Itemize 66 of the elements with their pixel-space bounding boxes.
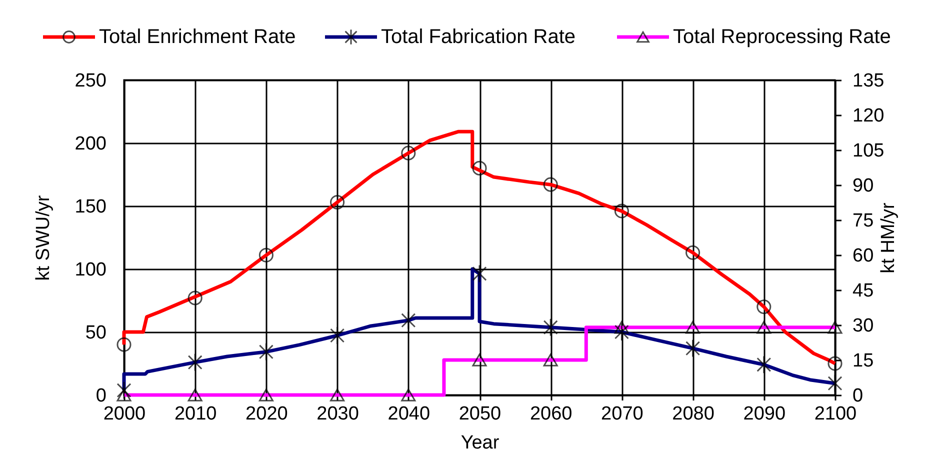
y2-tick-label: 135 — [852, 70, 884, 92]
point — [686, 339, 700, 358]
point — [686, 245, 700, 260]
legend-label: Total Fabrication Rate — [381, 26, 576, 48]
point — [258, 388, 274, 402]
y2-tick-label: 120 — [852, 106, 884, 126]
x-tick-label: 2050 — [458, 404, 502, 424]
point — [116, 388, 132, 402]
point — [188, 388, 202, 402]
y2-tick-label: 45 — [852, 280, 874, 302]
point — [116, 337, 132, 352]
line-series — [122, 130, 837, 366]
x-tick-label: 2070 — [601, 404, 644, 424]
point — [472, 354, 487, 366]
point — [828, 356, 842, 371]
y2-tick-label: 90 — [852, 176, 874, 196]
point — [543, 318, 558, 337]
point — [330, 388, 345, 402]
y-tick-label: 50 — [85, 322, 106, 344]
point — [258, 248, 274, 262]
point — [686, 320, 700, 334]
point — [330, 194, 345, 210]
x-tick-label: 2030 — [316, 404, 359, 424]
point — [614, 204, 629, 218]
y2-axis-title: kt HM/yr — [878, 202, 900, 274]
y2-tick-label: 0 — [852, 386, 864, 406]
point — [401, 388, 416, 402]
x-tick-label: 2090 — [743, 404, 786, 424]
point — [543, 177, 558, 192]
x-tick-label: 2100 — [814, 404, 857, 424]
y2-tick-label: 30 — [852, 316, 874, 336]
point — [472, 160, 487, 176]
x-tick-label: 2020 — [246, 404, 288, 424]
point — [188, 290, 202, 306]
point — [614, 322, 629, 342]
x-axis-title: Year — [460, 432, 500, 454]
y-tick-label: 0 — [96, 386, 106, 406]
point — [401, 146, 416, 160]
legend-label: Total Reprocessing Rate — [673, 26, 891, 48]
y-axis-title: kt SWU/yr — [32, 194, 54, 281]
point — [828, 374, 842, 393]
point — [756, 355, 772, 374]
point — [828, 320, 842, 334]
y-tick-label: 200 — [74, 134, 106, 154]
y-tick-label: 150 — [74, 196, 106, 218]
y2-tick-label: 105 — [852, 140, 884, 162]
point — [188, 353, 202, 372]
x-tick-label: 2060 — [530, 404, 572, 424]
point — [258, 342, 274, 362]
y2-tick-label: 15 — [852, 350, 874, 372]
point — [756, 320, 772, 334]
y-tick-label: 100 — [74, 260, 106, 280]
x-tick-label: 2040 — [388, 404, 430, 424]
legend-label: Total Enrichment Rate — [99, 26, 296, 48]
y-tick-label: 250 — [74, 70, 106, 92]
x-tick-label: 2010 — [174, 404, 217, 424]
point — [543, 354, 558, 366]
point — [614, 320, 629, 334]
y2-tick-label: 60 — [852, 246, 874, 266]
y2-tick-label: 75 — [852, 210, 874, 232]
point — [330, 326, 345, 345]
point — [401, 311, 416, 330]
point — [756, 300, 772, 314]
point — [472, 264, 487, 283]
x-tick-label: 2080 — [672, 404, 714, 424]
x-tick-label: 2000 — [103, 404, 146, 424]
